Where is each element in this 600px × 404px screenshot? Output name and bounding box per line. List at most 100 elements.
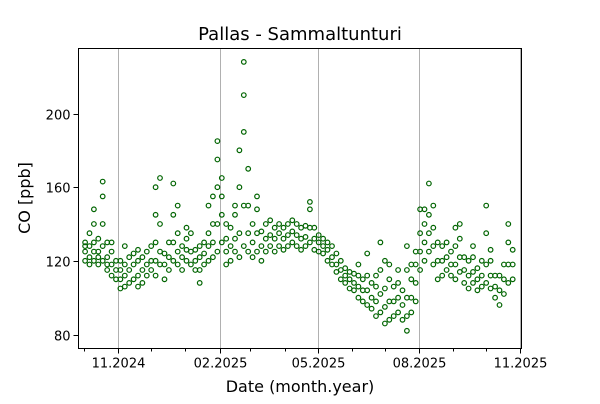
data-point (465, 285, 472, 292)
data-point (337, 276, 344, 283)
data-point (390, 283, 397, 290)
data-point (108, 261, 115, 268)
data-point (395, 267, 402, 273)
data-point (218, 175, 225, 181)
data-point (174, 202, 181, 209)
data-point (382, 304, 388, 310)
data-point (293, 232, 300, 239)
data-point (130, 261, 137, 268)
data-point (426, 211, 432, 218)
data-point (395, 280, 402, 286)
y-axis-label: CO [ppb] (15, 162, 34, 234)
data-point (364, 272, 371, 279)
data-point (232, 202, 238, 209)
data-point (183, 235, 190, 242)
data-point (240, 243, 247, 250)
data-point (404, 267, 410, 273)
data-point (373, 298, 379, 305)
data-point (258, 257, 265, 264)
data-point (478, 283, 485, 290)
data-point (271, 224, 278, 231)
data-point (399, 302, 406, 308)
x-axis-label: Date (month.year) (226, 377, 375, 396)
data-point (487, 246, 494, 253)
data-point (258, 228, 265, 235)
data-point (201, 261, 208, 268)
data-point (236, 254, 243, 261)
data-point (465, 272, 472, 279)
data-point (214, 248, 221, 255)
data-point (390, 298, 397, 305)
data-point (487, 257, 494, 264)
data-point (421, 239, 428, 246)
data-point (95, 248, 102, 255)
data-point (443, 267, 450, 273)
data-point (320, 250, 327, 257)
data-point (280, 235, 287, 242)
data-point (342, 280, 349, 286)
data-point (505, 221, 512, 227)
data-point (90, 221, 97, 227)
data-point (196, 254, 203, 261)
data-point (157, 221, 163, 227)
data-point (382, 320, 388, 327)
data-point (483, 261, 490, 268)
data-point (377, 291, 384, 297)
data-point (509, 261, 516, 268)
data-point (223, 221, 230, 227)
data-point (351, 280, 357, 286)
data-point (474, 276, 481, 283)
data-point (368, 305, 375, 312)
data-point (218, 193, 225, 200)
data-point (214, 156, 221, 163)
data-point (320, 243, 327, 250)
data-point (82, 239, 88, 246)
data-point (377, 309, 384, 316)
data-point (254, 193, 260, 200)
data-point (483, 280, 490, 286)
data-point (364, 287, 371, 294)
data-point (395, 309, 402, 316)
data-point (470, 269, 476, 275)
data-point (280, 246, 287, 253)
data-point (223, 248, 230, 255)
data-point (417, 267, 424, 273)
data-point (346, 276, 353, 283)
data-point (205, 230, 212, 237)
data-point (474, 287, 481, 294)
data-point (223, 235, 230, 242)
data-point (143, 248, 150, 255)
data-point (271, 235, 278, 242)
data-point (293, 243, 300, 250)
y-tick-label: 120 (46, 256, 71, 271)
data-point (267, 217, 274, 224)
x-axis: 11.2024 02.2025 05.2025 08.2025 11.2025 (84, 348, 547, 372)
data-point (152, 184, 159, 191)
data-point (121, 283, 128, 290)
data-point (214, 221, 221, 227)
data-point (333, 261, 340, 268)
data-point (227, 243, 234, 250)
data-point (470, 243, 476, 250)
data-point (214, 184, 221, 191)
data-point (245, 202, 252, 209)
data-point (152, 211, 159, 218)
data-point (368, 280, 375, 286)
data-point (95, 254, 102, 261)
data-point (139, 280, 146, 286)
data-point (509, 276, 516, 283)
data-point (324, 246, 331, 253)
data-point (152, 239, 159, 246)
data-point (342, 272, 349, 279)
data-point (373, 272, 379, 279)
data-point (187, 230, 194, 237)
data-point (307, 206, 313, 213)
data-point (236, 230, 243, 237)
data-point (315, 232, 322, 239)
data-point (448, 272, 454, 279)
data-point (386, 261, 393, 268)
data-point (377, 267, 384, 273)
plot-frame (78, 48, 522, 349)
data-point (135, 272, 141, 279)
